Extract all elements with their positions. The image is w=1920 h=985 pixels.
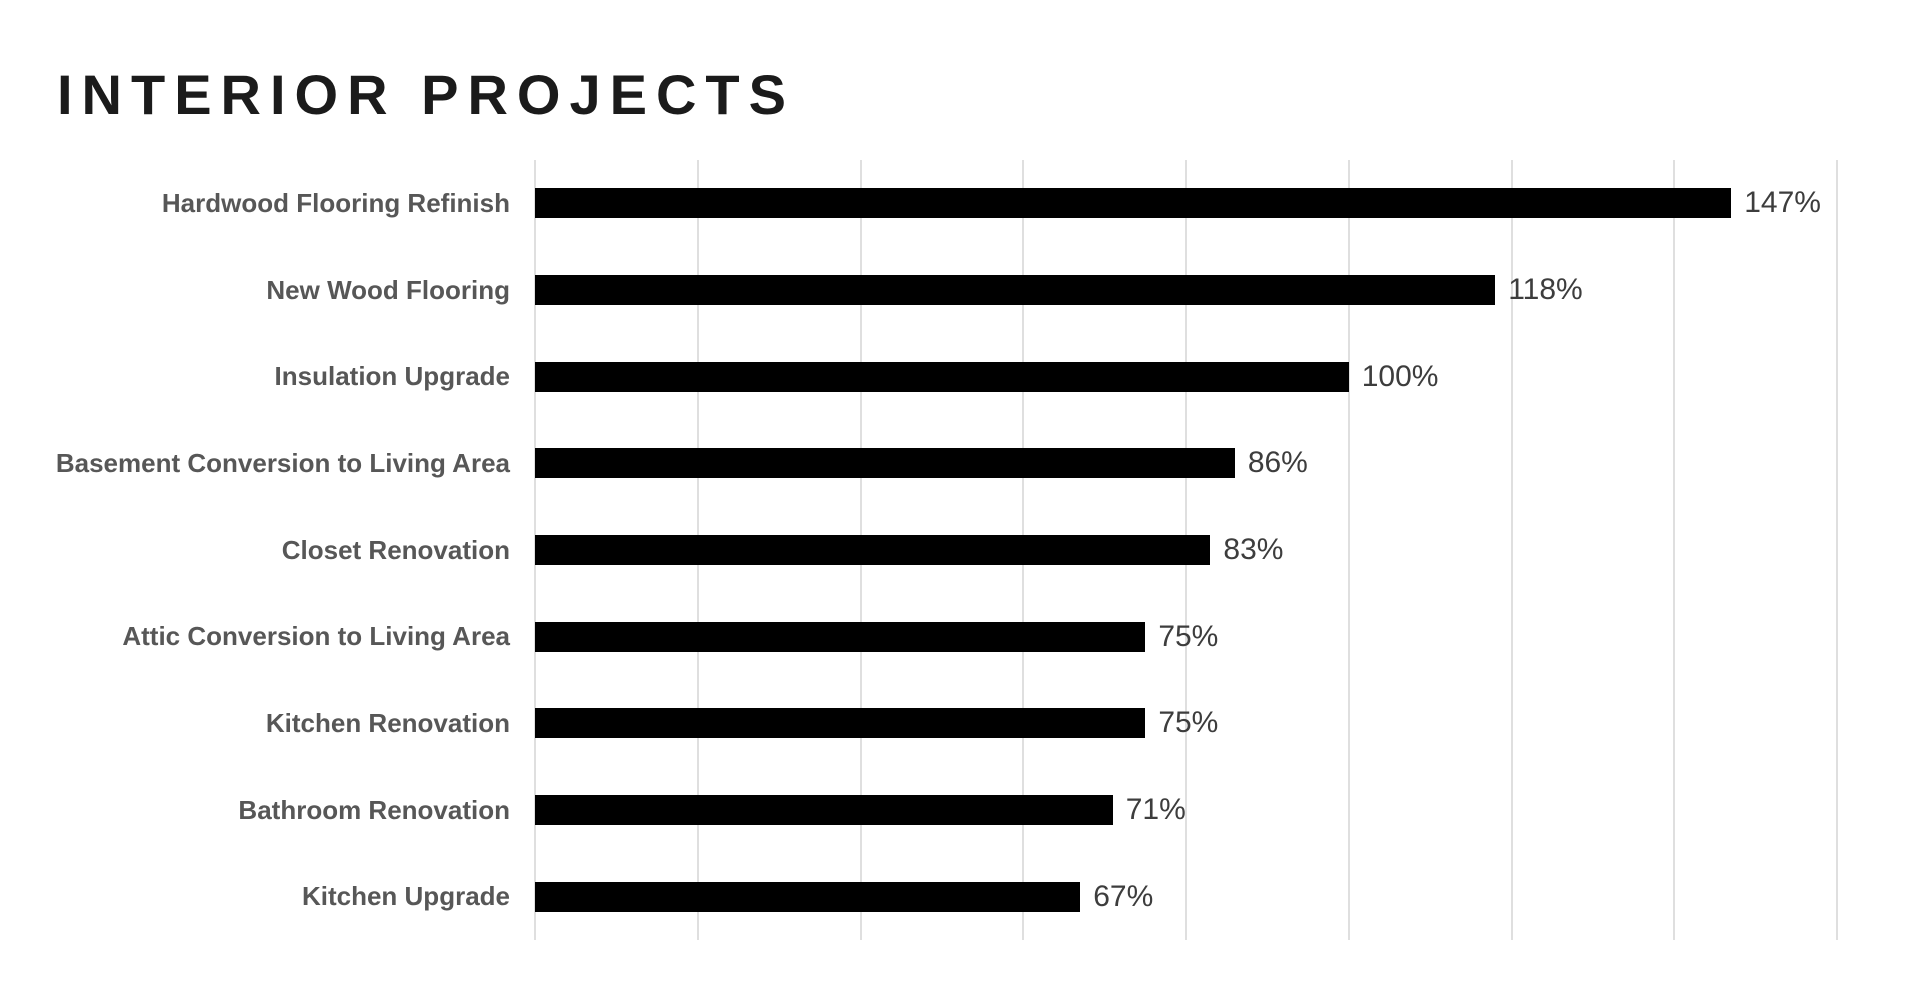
category-label: Hardwood Flooring Refinish bbox=[161, 187, 510, 218]
bar-area: 71% bbox=[535, 793, 1837, 827]
chart-row: Closet Renovation 83% bbox=[0, 507, 1920, 594]
chart-row: Hardwood Flooring Refinish 147% bbox=[0, 160, 1920, 247]
bar-chart: Hardwood Flooring Refinish 147% New Wood F… bbox=[0, 160, 1920, 940]
bar bbox=[535, 275, 1496, 305]
chart-row: New Wood Flooring 118% bbox=[0, 247, 1920, 334]
category-label: Bathroom Renovation bbox=[238, 794, 510, 825]
bar-area: 118% bbox=[535, 273, 1837, 307]
value-label: 118% bbox=[1508, 273, 1583, 306]
bar-area: 75% bbox=[535, 706, 1837, 740]
value-label: 75% bbox=[1158, 706, 1219, 740]
chart-row: Bathroom Renovation 71% bbox=[0, 767, 1920, 854]
category-label: Kitchen Renovation bbox=[265, 707, 510, 738]
bar bbox=[535, 535, 1211, 566]
chart-title: INTERIOR PROJECTS bbox=[57, 62, 795, 126]
gridline bbox=[1347, 160, 1350, 940]
bar bbox=[535, 361, 1349, 392]
bar bbox=[535, 795, 1113, 826]
bar-area: 100% bbox=[535, 360, 1837, 394]
value-label: 71% bbox=[1125, 793, 1186, 827]
bar-area: 147% bbox=[535, 186, 1837, 220]
bar bbox=[535, 188, 1732, 219]
value-label: 100% bbox=[1361, 359, 1439, 393]
bar bbox=[535, 448, 1235, 479]
chart-row: Basement Conversion to Living Area 86% bbox=[0, 420, 1920, 507]
chart-row: Kitchen Upgrade 67% bbox=[0, 853, 1920, 940]
category-label: Kitchen Upgrade bbox=[301, 881, 510, 912]
category-label: Insulation Upgrade bbox=[274, 361, 510, 392]
category-label: Basement Conversion to Living Area bbox=[55, 447, 510, 478]
value-label: 147% bbox=[1744, 186, 1821, 220]
chart-row: Attic Conversion to Living Area 75% bbox=[0, 593, 1920, 680]
chart-row: Insulation Upgrade 100% bbox=[0, 333, 1920, 420]
value-label: 67% bbox=[1093, 879, 1154, 913]
gridline bbox=[1510, 160, 1513, 940]
bar-area: 86% bbox=[535, 446, 1837, 480]
bar bbox=[535, 621, 1146, 652]
bar bbox=[535, 708, 1146, 739]
bar-area: 83% bbox=[535, 533, 1837, 567]
gridline bbox=[1836, 160, 1838, 940]
category-label: Closet Renovation bbox=[281, 534, 510, 565]
gridline bbox=[1673, 160, 1676, 940]
bar bbox=[535, 881, 1081, 912]
value-label: 86% bbox=[1247, 446, 1308, 480]
value-label: 75% bbox=[1158, 619, 1219, 653]
bar-area: 75% bbox=[535, 620, 1837, 654]
chart-row: Kitchen Renovation 75% bbox=[0, 680, 1920, 767]
bar-area: 67% bbox=[535, 880, 1837, 914]
category-label: Attic Conversion to Living Area bbox=[122, 621, 510, 652]
value-label: 83% bbox=[1223, 533, 1284, 567]
category-label: New Wood Flooring bbox=[266, 274, 510, 305]
